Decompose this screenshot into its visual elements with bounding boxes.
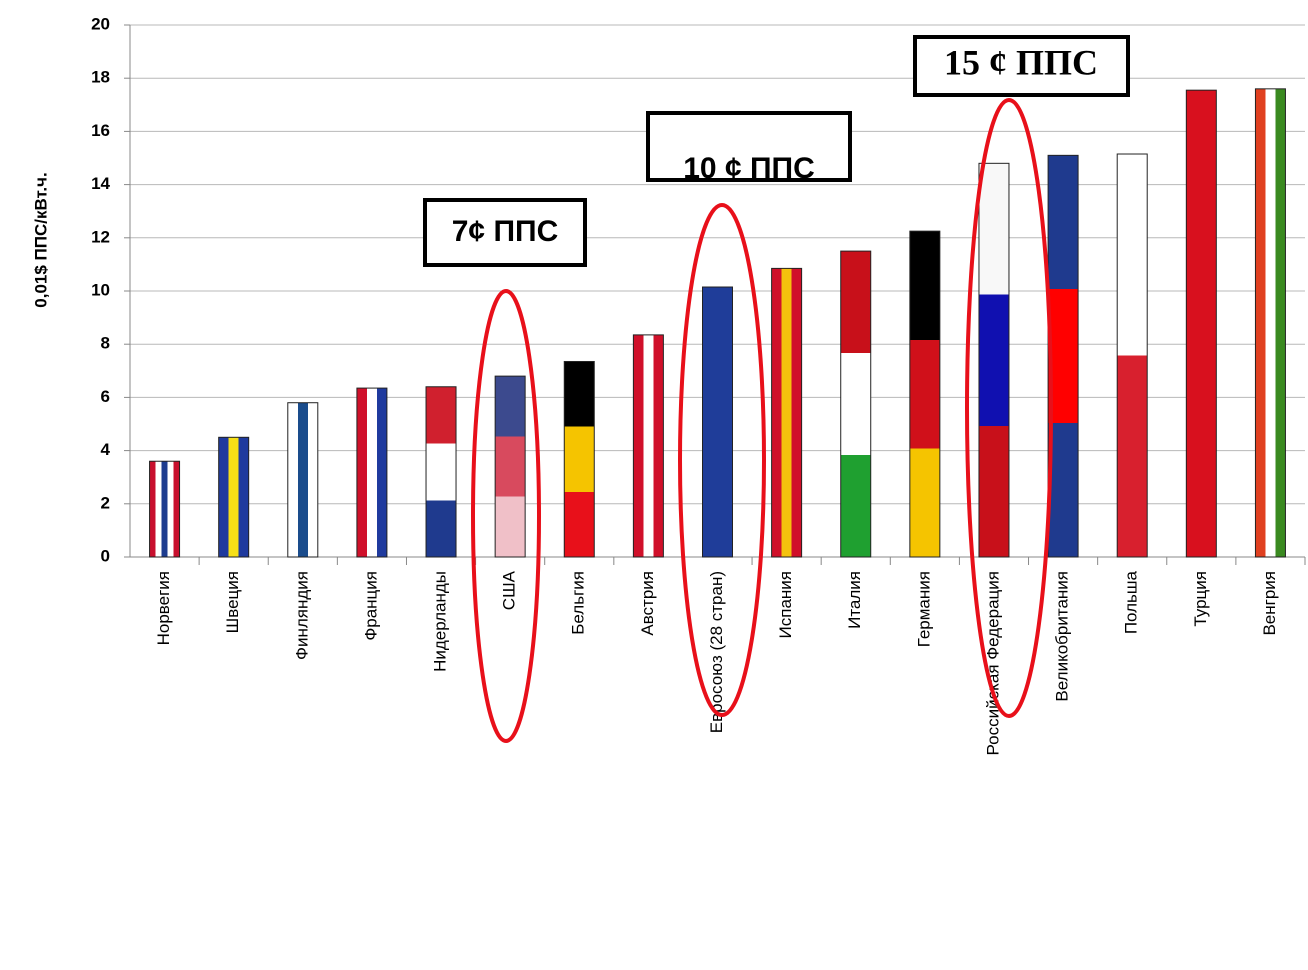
chart: 0,01$ ППС/кВт.ч. 0 2 4 6 8 10 12 14 16 18 20 Норвег… xyxy=(0,0,1308,970)
bar xyxy=(495,376,525,557)
x-tick-label: Германия xyxy=(914,571,933,647)
y-tick-label: 14 xyxy=(91,174,110,193)
bar xyxy=(564,361,594,557)
x-tick-label: Финляндия xyxy=(292,571,311,660)
y-tick-label: 2 xyxy=(101,493,110,512)
bar xyxy=(703,287,733,557)
x-tick-label: Швеция xyxy=(223,571,242,633)
bar xyxy=(219,437,249,557)
x-tick-label: Польша xyxy=(1122,570,1141,634)
bar xyxy=(633,335,663,557)
bar xyxy=(772,268,802,557)
y-tick-label: 16 xyxy=(91,121,110,140)
bar xyxy=(1048,155,1078,557)
annotation: 15 ¢ ППС xyxy=(944,42,1098,82)
y-tick-label: 18 xyxy=(91,68,110,87)
bar xyxy=(841,251,871,557)
bar xyxy=(426,387,456,557)
y-tick-label: 4 xyxy=(101,440,111,459)
x-tick-label: Нидерланды xyxy=(431,571,450,672)
y-tick-label: 8 xyxy=(101,334,110,353)
y-tick-label: 0 xyxy=(101,546,110,565)
x-tick-label: Италия xyxy=(845,571,864,629)
bar xyxy=(288,403,318,557)
y-tick-label: 20 xyxy=(91,14,110,33)
x-tick-label: Евросоюз (28 стран) xyxy=(707,571,726,733)
x-tick-label: Норвегия xyxy=(154,571,173,645)
x-tick-label: Австрия xyxy=(638,571,657,636)
x-tick-label: Бельгия xyxy=(569,571,588,635)
bar xyxy=(1186,90,1216,557)
x-tick-label: Турция xyxy=(1191,571,1210,627)
bar xyxy=(1255,89,1285,557)
bar xyxy=(1117,154,1147,557)
bar xyxy=(910,231,940,557)
x-tick-label: Франция xyxy=(361,571,380,641)
annotation: 10 ¢ ППС xyxy=(683,152,815,185)
bar xyxy=(357,388,387,557)
y-axis-label: 0,01$ ППС/кВт.ч. xyxy=(31,172,50,307)
x-tick-label: Великобритания xyxy=(1053,571,1072,702)
x-tick-label: Венгрия xyxy=(1260,571,1279,636)
x-tick-label: США xyxy=(500,570,519,610)
y-tick-label: 12 xyxy=(91,227,110,246)
y-tick-label: 6 xyxy=(101,387,110,406)
bar xyxy=(150,461,180,557)
bar xyxy=(979,163,1009,557)
x-tick-label: Испания xyxy=(776,571,795,638)
annotation: 7¢ ППС xyxy=(452,215,559,248)
y-tick-label: 10 xyxy=(91,280,110,299)
